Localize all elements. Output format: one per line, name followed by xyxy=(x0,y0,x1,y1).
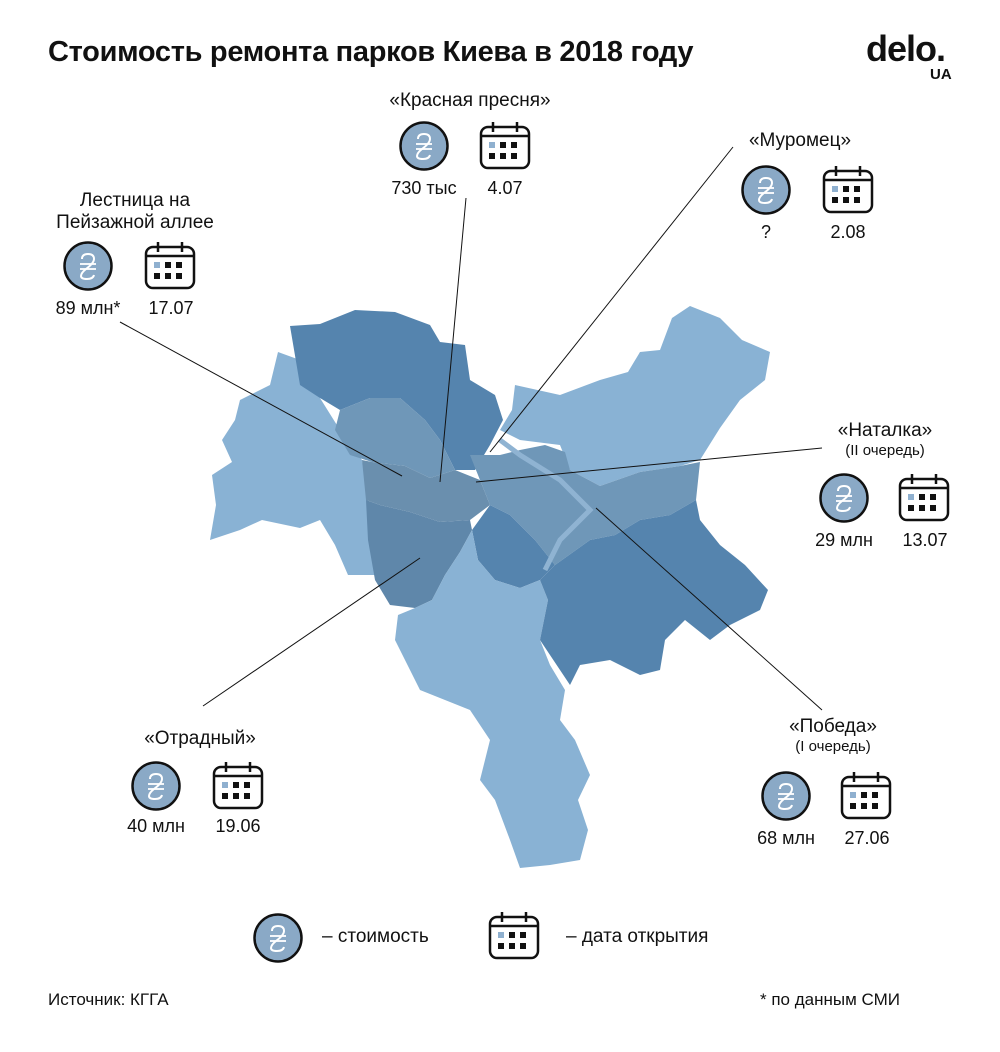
logo-sub: UA xyxy=(930,66,952,83)
park-natalka: «Наталка» (II очередь) xyxy=(800,420,970,460)
calendar-icon xyxy=(479,122,531,170)
leader-muromets xyxy=(489,146,734,453)
hryvnia-coin-icon xyxy=(819,473,869,523)
calendar-icon xyxy=(144,242,196,290)
date-value: 13.07 xyxy=(902,530,948,550)
date-value: 27.06 xyxy=(844,828,890,848)
park-name: «Муромец» xyxy=(748,130,852,151)
district-darnytskyi xyxy=(540,500,768,685)
cost-value: 29 млн xyxy=(815,530,873,550)
hryvnia-coin-icon xyxy=(741,165,791,215)
leader-lines xyxy=(119,146,823,711)
calendar-icon xyxy=(840,772,892,820)
cost-value: 40 млн xyxy=(127,816,185,836)
delo-logo: delo. UA xyxy=(866,28,966,84)
district-shevchenkivskyi xyxy=(362,460,490,522)
park-name: «Отрадный» xyxy=(144,728,256,749)
leader-lestnica xyxy=(119,321,403,477)
hryvnia-coin-icon xyxy=(761,771,811,821)
park-name-line2: Пейзажной аллее xyxy=(56,212,214,233)
park-name: «Наталка» xyxy=(837,420,933,441)
park-note: (II очередь) xyxy=(845,442,925,459)
park-name-line1: Лестница на xyxy=(79,190,191,211)
district-pecherskyi xyxy=(472,505,555,588)
district-podilskyi xyxy=(335,398,455,478)
leader-pobeda xyxy=(595,507,823,711)
district-desnianskyi xyxy=(500,306,770,486)
district-obolonskyi xyxy=(290,310,503,470)
legend-cost-label: – стоимость xyxy=(322,926,429,947)
cost-value: ? xyxy=(760,222,771,242)
hryvnia-coin-icon xyxy=(63,241,113,291)
calendar-icon xyxy=(822,166,874,214)
park-muromets: «Муромец» xyxy=(720,130,880,152)
park-name: «Победа» xyxy=(789,716,877,737)
leader-krasnaya xyxy=(439,197,467,483)
date-value: 19.06 xyxy=(215,816,261,836)
calendar-icon xyxy=(488,912,540,960)
source-note: Источник: КГГА xyxy=(48,990,169,1009)
hryvnia-coin-icon xyxy=(131,761,181,811)
park-name: «Красная пресня» xyxy=(389,90,551,111)
cost-value: 730 тыс xyxy=(391,178,457,198)
date-value: 4.07 xyxy=(487,178,523,198)
date-value: 17.07 xyxy=(148,298,194,318)
footnote: * по данным СМИ xyxy=(760,990,900,1009)
page-title: Стоимость ремонта парков Киева в 2018 го… xyxy=(48,36,694,68)
district-solomianskyi xyxy=(366,500,472,608)
legend-date-label: – дата открытия xyxy=(566,926,709,947)
district-sviatoshynskyi xyxy=(210,352,380,575)
logo-main: delo. xyxy=(866,28,946,69)
hryvnia-coin-icon xyxy=(253,913,303,963)
leader-natalka xyxy=(475,447,823,483)
leader-otradny xyxy=(202,557,421,707)
cost-value: 68 млн xyxy=(757,828,815,848)
park-note: (I очередь) xyxy=(795,738,871,755)
cost-value: 89 млн* xyxy=(55,298,121,318)
date-value: 2.08 xyxy=(830,222,866,242)
calendar-icon xyxy=(898,474,950,522)
hryvnia-coin-icon xyxy=(399,121,449,171)
park-pobeda: «Победа» (I очередь) xyxy=(748,716,918,756)
district-holosiivskyi xyxy=(395,530,590,868)
park-otradny: «Отрадный» xyxy=(115,728,285,750)
dnipro-river xyxy=(498,438,594,572)
calendar-icon xyxy=(212,762,264,810)
park-lestnica: Лестница на Пейзажной аллее xyxy=(30,190,240,234)
park-krasnaya-presnya: «Красная пресня» xyxy=(370,90,570,112)
